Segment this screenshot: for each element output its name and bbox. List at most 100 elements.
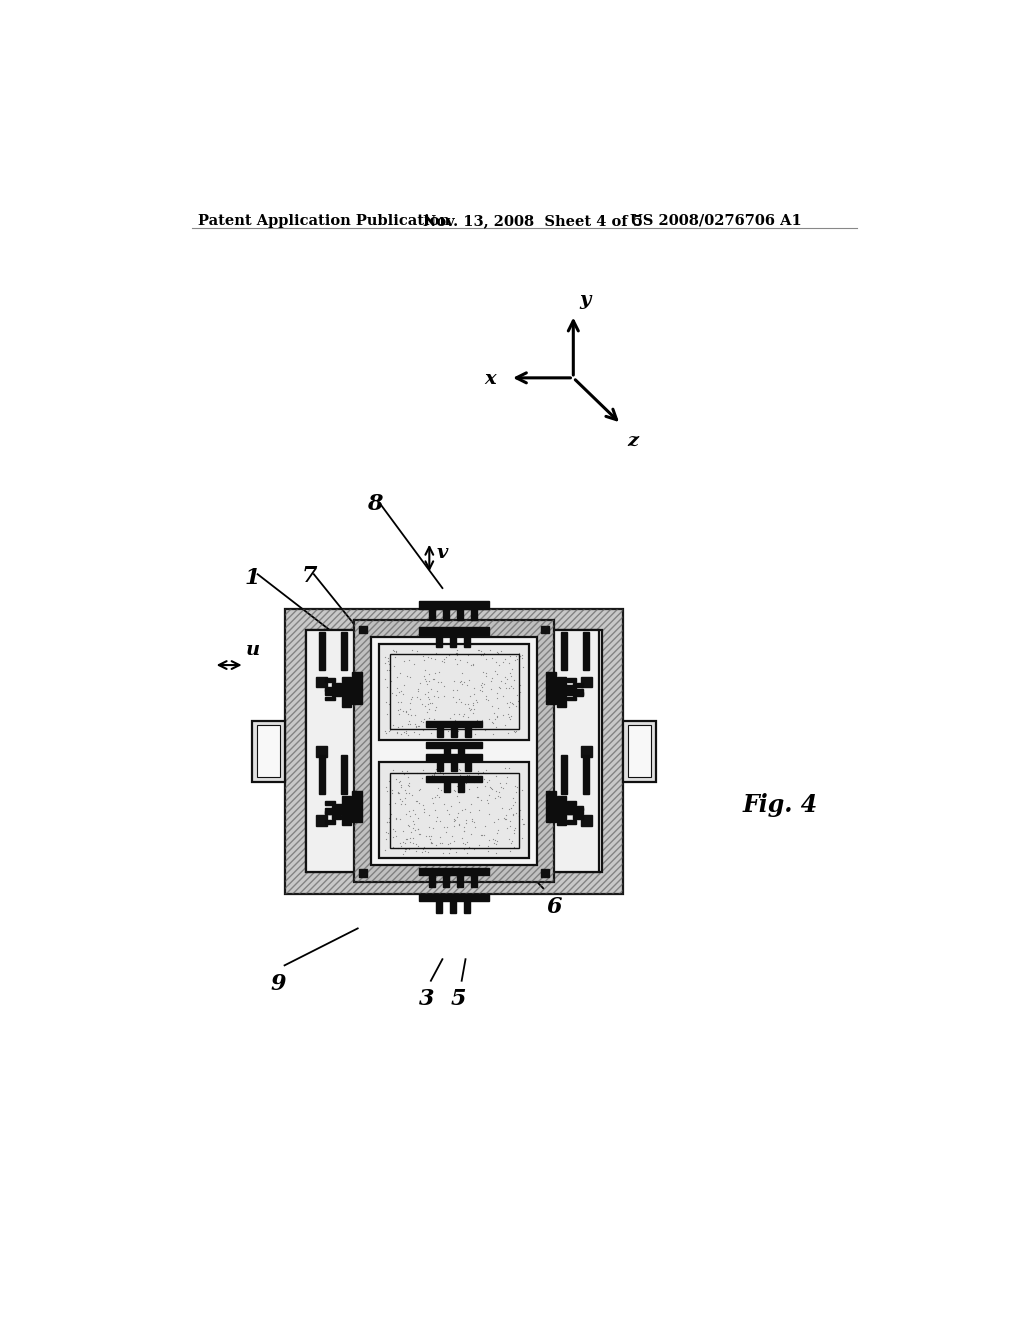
Point: [409, 763, 425, 784]
Point: [460, 693, 476, 714]
Point: [420, 686, 436, 708]
Point: [504, 830, 520, 851]
Point: [480, 709, 497, 730]
Point: [512, 645, 528, 667]
Point: [476, 824, 493, 845]
Point: [457, 725, 473, 746]
Bar: [332, 816, 341, 818]
Point: [490, 820, 507, 841]
Point: [427, 648, 443, 669]
Point: [446, 809, 463, 830]
Point: [499, 668, 515, 689]
Point: [383, 671, 399, 692]
Bar: [464, 635, 470, 647]
Point: [509, 684, 525, 705]
Point: [421, 826, 437, 847]
Point: [458, 813, 474, 834]
Point: [431, 833, 447, 854]
Point: [390, 783, 407, 804]
Bar: [334, 804, 352, 810]
Point: [514, 644, 530, 665]
Point: [514, 809, 530, 830]
Point: [512, 681, 528, 702]
Bar: [567, 678, 577, 682]
Point: [409, 833, 425, 854]
Point: [449, 680, 465, 701]
Point: [464, 694, 480, 715]
Point: [384, 783, 400, 804]
Point: [392, 833, 409, 854]
Point: [383, 804, 399, 825]
Point: [399, 775, 416, 796]
Point: [501, 643, 517, 664]
Bar: [567, 688, 577, 692]
Point: [421, 805, 437, 826]
Point: [416, 799, 432, 820]
Point: [404, 810, 421, 832]
Bar: [419, 867, 489, 875]
Point: [390, 837, 407, 858]
Point: [395, 649, 412, 671]
Point: [390, 781, 407, 803]
Point: [401, 698, 418, 719]
Point: [401, 801, 418, 822]
Point: [419, 702, 435, 723]
Point: [455, 774, 471, 795]
Point: [476, 675, 493, 696]
Point: [415, 645, 431, 667]
Point: [435, 648, 452, 669]
Point: [409, 643, 425, 664]
Bar: [436, 902, 442, 913]
Point: [482, 678, 499, 700]
Point: [462, 685, 478, 706]
Point: [397, 804, 414, 825]
Point: [450, 653, 466, 675]
Point: [431, 762, 447, 783]
Point: [502, 706, 518, 727]
Point: [398, 701, 415, 722]
Point: [446, 721, 463, 742]
Point: [461, 723, 477, 744]
Bar: [465, 726, 471, 737]
Point: [452, 649, 468, 671]
Bar: [379, 644, 529, 739]
Bar: [334, 685, 352, 692]
Point: [480, 770, 497, 791]
Point: [388, 809, 404, 830]
Bar: [561, 755, 567, 793]
Point: [505, 804, 521, 825]
Point: [505, 694, 521, 715]
Point: [461, 697, 477, 718]
Point: [466, 771, 482, 792]
Point: [473, 675, 489, 696]
Point: [398, 760, 415, 781]
Point: [444, 718, 461, 739]
Point: [392, 663, 409, 684]
Point: [431, 759, 447, 780]
Point: [511, 645, 527, 667]
Point: [456, 816, 472, 837]
Point: [380, 647, 396, 668]
Point: [434, 763, 451, 784]
Point: [463, 655, 479, 676]
Point: [436, 793, 453, 814]
Point: [382, 719, 398, 741]
Point: [501, 799, 517, 820]
Point: [385, 837, 401, 858]
Point: [502, 816, 518, 837]
Bar: [419, 894, 489, 902]
Point: [509, 690, 525, 711]
Bar: [451, 902, 457, 913]
Point: [429, 807, 445, 828]
Point: [424, 764, 440, 785]
Text: 6: 6: [547, 896, 562, 919]
Point: [431, 826, 447, 847]
Point: [487, 842, 504, 863]
Bar: [457, 609, 463, 620]
Point: [380, 793, 396, 814]
Bar: [390, 774, 518, 847]
Bar: [352, 791, 361, 822]
Text: 8: 8: [367, 494, 382, 515]
Point: [460, 644, 476, 665]
Point: [400, 776, 417, 797]
